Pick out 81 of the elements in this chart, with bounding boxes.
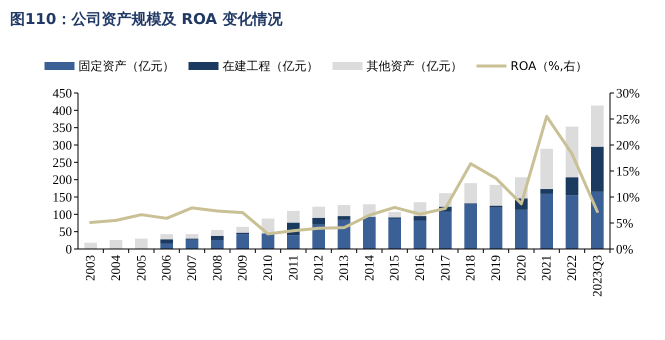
bar [160, 239, 173, 244]
bar [287, 210, 300, 223]
bar [540, 189, 553, 194]
y-tick-label: 300 [52, 138, 72, 153]
x-tick-label: 2005 [133, 255, 148, 281]
bar [338, 204, 350, 216]
y2-tick-label: 25% [616, 112, 640, 127]
bar [414, 220, 426, 249]
bar [135, 238, 148, 249]
x-tick-label: 2014 [361, 254, 376, 281]
bar [591, 105, 604, 147]
y-tick-label: 100 [52, 206, 72, 222]
y-tick-label: 400 [52, 102, 72, 118]
bar [262, 233, 274, 249]
bar [414, 216, 426, 221]
y2-tick-label: 0% [616, 242, 634, 257]
y-tick-label: 350 [52, 120, 72, 136]
bar [566, 177, 578, 196]
bar [439, 212, 452, 249]
x-tick-label: 2007 [184, 254, 199, 281]
bar [388, 212, 401, 218]
x-tick-label: 2013 [336, 255, 351, 281]
bar [287, 235, 300, 249]
bar [591, 146, 604, 192]
bar [186, 234, 198, 239]
legend-label: ROA（%,右） [510, 59, 588, 74]
x-tick-label: 2009 [234, 255, 250, 281]
bar [211, 240, 224, 249]
x-tick-label: 2016 [412, 254, 427, 281]
bar [211, 230, 224, 236]
bar [236, 234, 249, 249]
bar [186, 240, 198, 249]
legend-label: 在建工程（亿元） [222, 59, 318, 74]
bar [110, 240, 122, 249]
bar [515, 210, 528, 249]
bar [464, 204, 477, 249]
bar [540, 148, 553, 190]
legend-label: 其他资产（亿元） [366, 59, 462, 74]
x-tick-label: 2010 [260, 255, 275, 281]
y2-tick-label: 15% [616, 164, 640, 179]
x-tick-label: 2018 [462, 255, 478, 281]
y-tick-label: 50 [59, 224, 72, 240]
x-tick-label: 2008 [209, 255, 224, 281]
y-tick-label: 200 [52, 172, 72, 188]
legend-label: 固定资产（亿元） [78, 59, 174, 74]
bar [591, 192, 604, 249]
x-tick-label: 2022 [564, 255, 579, 281]
bar [236, 226, 249, 233]
y-tick-label: 250 [52, 154, 72, 170]
x-tick-label: 2015 [386, 255, 402, 281]
y-tick-label: 0 [66, 242, 72, 257]
bar [490, 207, 502, 249]
bar [464, 183, 477, 204]
bar [338, 216, 350, 220]
y-tick-label: 150 [52, 190, 72, 205]
x-tick-label: 2003 [82, 255, 98, 281]
x-tick-label: 2021 [538, 255, 554, 281]
bar [211, 236, 224, 240]
x-tick-label: 2020 [513, 255, 528, 281]
chart-title: 图110：公司资产规模及 ROA 变化情况 [10, 10, 284, 28]
bar [312, 218, 325, 224]
x-tick-label: 2023Q3 [589, 255, 604, 297]
bar [160, 234, 173, 240]
bar [363, 216, 376, 249]
x-tick-label: 2019 [488, 255, 503, 281]
line-series [89, 114, 599, 236]
x-tick-label: 2006 [158, 254, 174, 281]
x-tick-label: 2017 [437, 254, 452, 281]
y2-tick-label: 30% [616, 86, 640, 101]
bar [490, 184, 502, 206]
bar [540, 194, 553, 249]
x-tick-label: 2004 [108, 254, 123, 281]
bar [312, 206, 325, 218]
y-tick-label: 450 [52, 86, 72, 101]
bar [566, 195, 578, 249]
y2-tick-label: 5% [616, 216, 634, 231]
y2-tick-label: 20% [616, 138, 640, 153]
y2-tick-label: 10% [616, 190, 640, 205]
x-tick-label: 2011 [285, 255, 300, 281]
bar [388, 218, 401, 249]
x-tick-label: 2012 [310, 255, 326, 281]
